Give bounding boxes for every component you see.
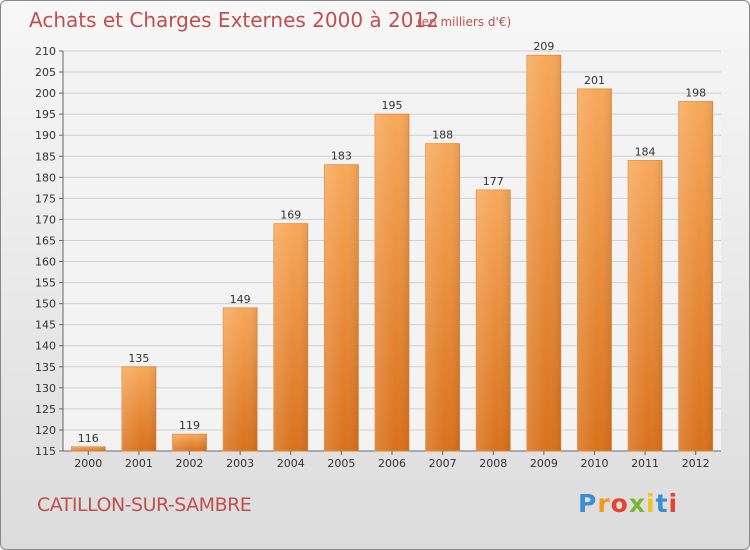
logo-letter: r bbox=[597, 489, 611, 518]
y-tick-label: 120 bbox=[35, 424, 56, 437]
logo-letter: o bbox=[610, 489, 629, 518]
y-tick-label: 155 bbox=[35, 277, 56, 290]
chart-title: Achats et Charges Externes 2000 à 2012 bbox=[29, 8, 439, 32]
bar-shade bbox=[71, 446, 106, 451]
bar-shade bbox=[526, 55, 561, 452]
y-tick-label: 200 bbox=[35, 87, 56, 100]
x-tick-label: 2006 bbox=[378, 457, 406, 470]
value-label: 188 bbox=[432, 129, 453, 142]
value-label: 119 bbox=[179, 419, 200, 432]
bar-shade bbox=[425, 143, 460, 451]
y-tick-label: 190 bbox=[35, 129, 56, 142]
x-tick-label: 2002 bbox=[176, 457, 204, 470]
y-tick-label: 210 bbox=[35, 45, 56, 58]
proxiti-logo: Proxiti bbox=[578, 489, 678, 518]
x-tick-label: 2003 bbox=[226, 457, 254, 470]
value-label: 195 bbox=[382, 99, 403, 112]
x-tick-label: 2000 bbox=[74, 457, 102, 470]
bar-shade bbox=[223, 307, 258, 451]
plot-area: 115 120 125 130 135 140 145 150 155 160 165 170 175 1… bbox=[35, 40, 721, 470]
chart-subtitle: (en milliers d'€) bbox=[417, 15, 511, 29]
y-tick-label: 115 bbox=[35, 445, 56, 458]
value-label: 201 bbox=[584, 74, 605, 87]
logo-letter: i bbox=[646, 489, 656, 518]
x-tick-label: 2008 bbox=[479, 457, 507, 470]
commune-name: CATILLON-SUR-SAMBRE bbox=[37, 494, 252, 516]
y-tick-label: 135 bbox=[35, 361, 56, 374]
value-label: 149 bbox=[230, 293, 251, 306]
x-tick-label: 2007 bbox=[429, 457, 457, 470]
bar-shade bbox=[172, 434, 207, 451]
y-tick-label: 180 bbox=[35, 171, 56, 184]
bar-shade bbox=[273, 223, 308, 451]
y-tick-label: 130 bbox=[35, 382, 56, 395]
bar-shade bbox=[678, 101, 713, 452]
value-label: 135 bbox=[128, 352, 149, 365]
y-tick-label: 170 bbox=[35, 213, 56, 226]
y-tick-label: 140 bbox=[35, 340, 56, 353]
bar-shade bbox=[324, 164, 359, 451]
x-tick-label: 2004 bbox=[277, 457, 305, 470]
y-tick-label: 185 bbox=[35, 150, 56, 163]
y-tick-label: 175 bbox=[35, 192, 56, 205]
bar-shade bbox=[577, 88, 612, 451]
value-label: 183 bbox=[331, 150, 352, 163]
value-label: 177 bbox=[483, 175, 504, 188]
y-tick-label: 205 bbox=[35, 66, 56, 79]
logo-letter: x bbox=[628, 489, 646, 518]
y-tick-label: 145 bbox=[35, 319, 56, 332]
x-tick-label: 2012 bbox=[682, 457, 710, 470]
value-label: 184 bbox=[635, 145, 656, 158]
logo-letter: P bbox=[578, 489, 598, 518]
logo-letter: t bbox=[655, 489, 669, 518]
bar-shade bbox=[121, 366, 156, 451]
x-tick-label: 2001 bbox=[125, 457, 153, 470]
bar-shade bbox=[476, 189, 511, 451]
y-tick-label: 195 bbox=[35, 108, 56, 121]
y-tick-label: 125 bbox=[35, 403, 56, 416]
logo-letter: i bbox=[668, 489, 679, 518]
x-tick-label: 2005 bbox=[327, 457, 355, 470]
value-label: 169 bbox=[280, 209, 301, 222]
bar-shade bbox=[628, 160, 663, 451]
x-tick-label: 2010 bbox=[580, 457, 608, 470]
x-tick-label: 2009 bbox=[530, 457, 558, 470]
y-tick-label: 165 bbox=[35, 234, 56, 247]
value-label: 198 bbox=[685, 87, 706, 100]
x-tick-label: 2011 bbox=[631, 457, 659, 470]
bar-shade bbox=[375, 114, 409, 451]
value-label: 209 bbox=[533, 40, 554, 53]
value-label: 116 bbox=[78, 432, 99, 445]
y-tick-label: 160 bbox=[35, 256, 56, 269]
y-tick-label: 150 bbox=[35, 298, 56, 311]
